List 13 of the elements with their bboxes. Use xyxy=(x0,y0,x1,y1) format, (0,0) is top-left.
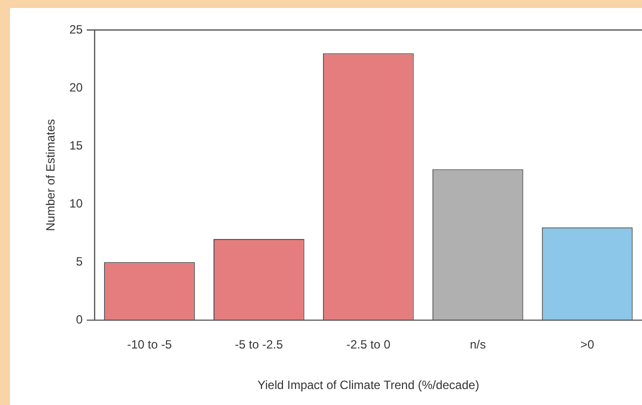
y-tick-label: 25 xyxy=(69,22,84,36)
y-tick-label: 10 xyxy=(69,196,84,210)
y-tick-label: 5 xyxy=(76,254,84,268)
y-tick-label: 20 xyxy=(69,80,84,94)
x-tick-label: >0 xyxy=(580,338,594,352)
x-tick-label: -5 to -2.5 xyxy=(234,338,284,352)
y-tick-label: 0 xyxy=(76,312,84,327)
x-tick-label: -10 to -5 xyxy=(127,338,172,352)
x-tick-label: n/s xyxy=(470,338,486,352)
y-axis-title: Number of Estimates xyxy=(44,119,58,232)
x-tick-label: -2.5 to 0 xyxy=(346,338,391,352)
y-tick-label: 15 xyxy=(69,138,84,152)
x-axis-title: Yield Impact of Climate Trend (%/decade) xyxy=(258,378,480,392)
